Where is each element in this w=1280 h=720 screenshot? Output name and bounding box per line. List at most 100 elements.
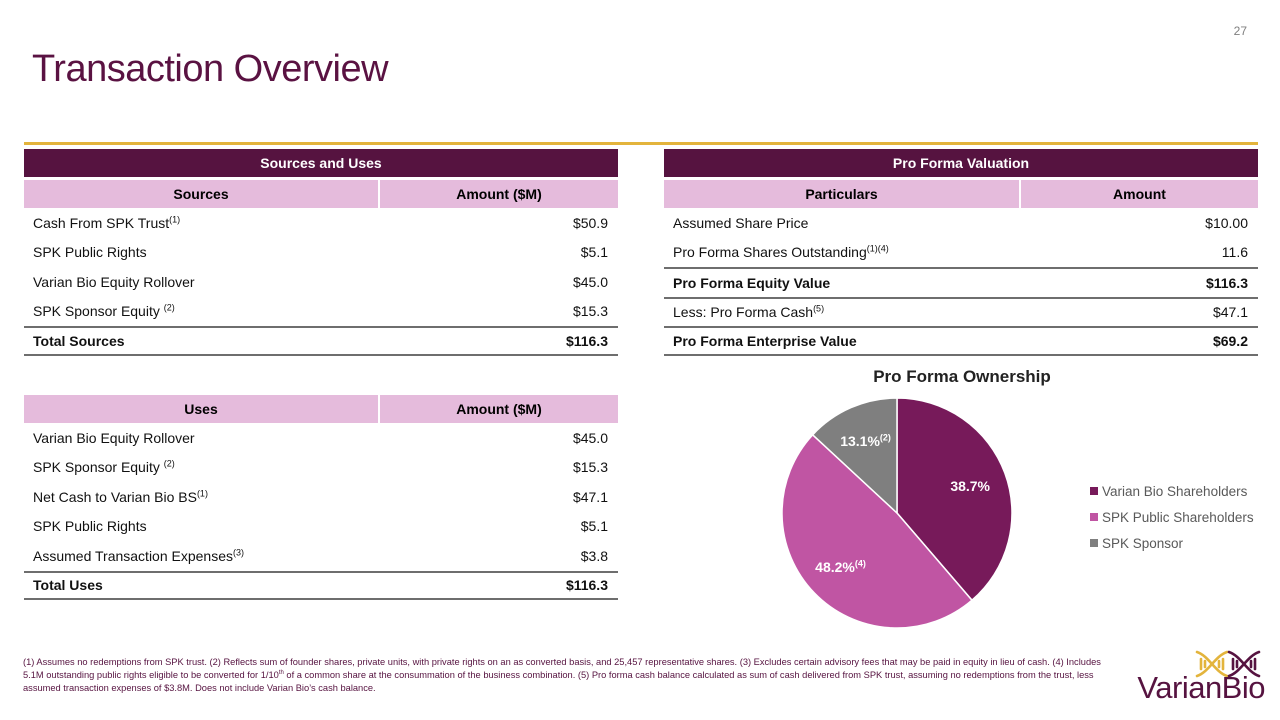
- table-row: SPK Public Rights $5.1: [24, 238, 618, 268]
- particulars-column-header: Particulars: [664, 180, 1019, 208]
- legend-swatch: [1090, 487, 1098, 495]
- table-row: Pro Forma Shares Outstanding(1)(4) 11.6: [664, 238, 1258, 268]
- row-label-text: SPK Sponsor Equity: [33, 303, 164, 320]
- legend-label: SPK Sponsor: [1102, 535, 1184, 551]
- footnote-marker: (1): [196, 488, 208, 499]
- amount-column-header: Amount ($M): [380, 395, 618, 423]
- table-row: Net Cash to Varian Bio BS(1) $47.1: [24, 482, 618, 512]
- row-label-text: SPK Public Rights: [33, 518, 147, 535]
- row-label: Assumed Transaction Expenses(3): [33, 548, 244, 564]
- uses-header-row: Uses Amount ($M): [24, 395, 618, 423]
- pie-data-label: 48.2%(4): [815, 559, 866, 575]
- page-title: Transaction Overview: [32, 48, 389, 90]
- row-amount: $47.1: [1212, 304, 1248, 321]
- row-label: SPK Sponsor Equity (2): [33, 459, 175, 475]
- sources-and-uses-title: Sources and Uses: [24, 149, 618, 177]
- pie-label-value: 13.1%: [840, 433, 880, 450]
- uses-total-row: Total Uses $116.3: [24, 570, 618, 600]
- row-label: SPK Public Rights: [33, 518, 147, 534]
- legend-label: Varian Bio Shareholders: [1102, 483, 1248, 499]
- footnote-marker: (1): [169, 214, 181, 225]
- chart-title: Pro Forma Ownership: [873, 367, 1051, 386]
- divider: [24, 142, 1258, 145]
- footnote-text: (1) Assumes no redemptions from SPK trus…: [23, 657, 1101, 680]
- footnote-marker: (3): [233, 547, 244, 558]
- table-row: Varian Bio Equity Rollover $45.0: [24, 423, 618, 453]
- dna-helix-icon: [1195, 650, 1261, 678]
- row-label: Varian Bio Equity Rollover: [33, 274, 195, 290]
- row-label: Less: Pro Forma Cash(5): [673, 304, 824, 320]
- row-label: Pro Forma Enterprise Value: [673, 333, 857, 349]
- row-label: Cash From SPK Trust(1): [33, 215, 180, 231]
- legend-item: SPK Public Shareholders: [1090, 504, 1254, 530]
- row-amount: $45.0: [572, 273, 608, 290]
- pie-slice-spk-public-shareholders: [781, 433, 974, 629]
- row-label-text: Pro Forma Equity Value: [673, 274, 831, 291]
- varianbio-logo: VarianBio: [1115, 650, 1266, 710]
- footnote-text-rest: of a common share at the consummation of…: [23, 670, 1094, 693]
- pie-label-value: 48.2%: [815, 559, 855, 576]
- row-label-text: Cash From SPK Trust: [33, 214, 170, 231]
- footnote: (1) Assumes no redemptions from SPK trus…: [23, 656, 1103, 695]
- table-row: Less: Pro Forma Cash(5) $47.1: [664, 296, 1258, 327]
- footnote-marker: (2): [163, 302, 175, 313]
- row-label-text: Varian Bio Equity Rollover: [33, 273, 195, 290]
- row-label: Net Cash to Varian Bio BS(1): [33, 489, 208, 505]
- table-row: SPK Sponsor Equity (2) $15.3: [24, 297, 618, 327]
- row-amount: $69.2: [1212, 332, 1248, 349]
- row-label-text: SPK Sponsor Equity: [33, 459, 164, 476]
- row-amount: $50.9: [572, 214, 608, 231]
- row-label: Pro Forma Shares Outstanding(1)(4): [673, 244, 889, 260]
- amount-column-header: Amount: [1021, 180, 1258, 208]
- valuation-table: Pro Forma Valuation Particulars Amount A…: [664, 149, 1258, 356]
- sources-total-row: Total Sources $116.3: [24, 326, 618, 356]
- legend-item: Varian Bio Shareholders: [1090, 478, 1254, 504]
- pie-slice-varian-bio-shareholders: [896, 397, 1013, 602]
- footnote-marker: (4): [854, 558, 866, 569]
- footnote-marker: (2): [163, 458, 175, 469]
- uses-column-header: Uses: [24, 395, 378, 423]
- legend-label: SPK Public Shareholders: [1102, 509, 1254, 525]
- table-row: Pro Forma Enterprise Value $69.2: [664, 326, 1258, 356]
- table-row: Pro Forma Equity Value $116.3: [664, 267, 1258, 297]
- page-number: 27: [1233, 24, 1247, 38]
- row-label: SPK Sponsor Equity (2): [33, 303, 175, 319]
- row-amount: $10.00: [1205, 214, 1248, 231]
- row-label: Total Sources: [33, 332, 125, 349]
- legend-item: SPK Sponsor: [1090, 530, 1254, 556]
- table-row: SPK Public Rights $5.1: [24, 512, 618, 542]
- row-amount: $116.3: [1205, 274, 1248, 291]
- row-label-text: Assumed Share Price: [673, 214, 809, 231]
- row-amount: $5.1: [580, 518, 608, 535]
- pie-data-label: 38.7%: [950, 478, 990, 494]
- uses-table: Uses Amount ($M) Varian Bio Equity Rollo…: [24, 395, 618, 600]
- footnote-marker: (5): [813, 303, 825, 314]
- row-label: Total Uses: [33, 577, 103, 594]
- row-amount: $3.8: [580, 547, 608, 564]
- row-label-text: SPK Public Rights: [33, 244, 147, 261]
- sources-header-row: Sources Amount ($M): [24, 180, 618, 208]
- row-label: Pro Forma Equity Value: [673, 275, 830, 291]
- amount-column-header: Amount ($M): [380, 180, 618, 208]
- legend-swatch: [1090, 539, 1098, 547]
- table-row: Varian Bio Equity Rollover $45.0: [24, 267, 618, 297]
- sources-table: Sources and Uses Sources Amount ($M) Cas…: [24, 149, 618, 356]
- row-amount: $15.3: [572, 303, 608, 320]
- row-label: Assumed Share Price: [673, 215, 808, 231]
- row-amount: $15.3: [572, 459, 608, 476]
- row-amount: $45.0: [572, 429, 608, 446]
- pie-slice-spk-sponsor: [811, 397, 898, 515]
- table-row: Assumed Transaction Expenses(3) $3.8: [24, 541, 618, 571]
- table-row: SPK Sponsor Equity (2) $15.3: [24, 453, 618, 483]
- table-row: Assumed Share Price $10.00: [664, 208, 1258, 238]
- row-label-text: Net Cash to Varian Bio BS: [33, 488, 197, 505]
- row-label-text: Assumed Transaction Expenses: [33, 547, 233, 564]
- footnote-sup: th: [278, 669, 284, 676]
- pie-label-value: 38.7%: [950, 477, 991, 494]
- row-label-text: Pro Forma Shares Outstanding: [673, 244, 867, 261]
- chart-legend: Varian Bio Shareholders SPK Public Shareh…: [1090, 478, 1254, 556]
- row-label-text: Pro Forma Enterprise Value: [673, 332, 857, 349]
- row-amount: $116.3: [565, 577, 608, 594]
- pie-data-label: 13.1%(2): [840, 433, 891, 449]
- table-row: Cash From SPK Trust(1) $50.9: [24, 208, 618, 238]
